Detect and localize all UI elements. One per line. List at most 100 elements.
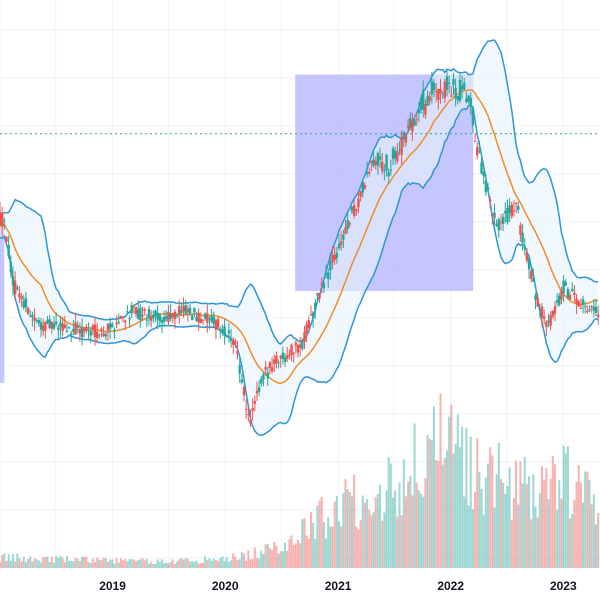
candle-body: [327, 272, 330, 280]
candle-body: [305, 324, 308, 334]
candle-body: [160, 319, 164, 323]
candle-body: [121, 316, 125, 318]
candle-body: [316, 293, 319, 296]
candle-body: [186, 308, 190, 313]
candle-body: [74, 322, 77, 335]
candle-body: [335, 252, 339, 259]
volume-bar: [290, 535, 293, 568]
volume-bar: [325, 538, 328, 568]
volume-bar: [519, 461, 522, 568]
candle-body: [238, 364, 241, 374]
volume-bar: [63, 562, 66, 568]
candle-body: [588, 309, 591, 311]
candle-body: [152, 314, 155, 319]
volume-bar: [517, 504, 520, 568]
volume-bar: [214, 559, 217, 568]
volume-bar: [579, 482, 582, 568]
volume-bar: [154, 564, 157, 568]
volume-bar: [566, 446, 569, 568]
candle-body: [342, 234, 345, 240]
candle-body: [72, 328, 75, 332]
volume-bar: [227, 561, 230, 568]
candle-body: [374, 161, 377, 166]
volume-bar: [452, 453, 455, 568]
volume-bar: [489, 447, 492, 568]
volume-bar: [206, 560, 209, 568]
volume-bar: [556, 510, 559, 568]
candle-body: [294, 342, 298, 346]
candle-body: [87, 329, 90, 331]
volume-bar: [370, 515, 373, 568]
volume-bar: [454, 443, 457, 568]
volume-bar: [204, 556, 207, 568]
candle-body: [376, 153, 380, 166]
volume-bar: [128, 559, 131, 568]
candle-body: [348, 223, 352, 225]
candle-body: [244, 408, 248, 410]
candle-body: [126, 311, 129, 313]
volume-bar: [372, 512, 375, 568]
candle-body: [566, 288, 570, 298]
candle-body: [3, 220, 6, 222]
volume-bar: [55, 555, 58, 568]
candle-body: [255, 390, 259, 394]
volume-bar: [571, 514, 574, 568]
volume-bar: [225, 556, 228, 568]
volume-bar: [402, 458, 405, 568]
volume-bar: [441, 464, 444, 568]
candle-body: [227, 330, 231, 334]
candle-body: [381, 161, 384, 171]
volume-bar: [27, 558, 30, 568]
volume-bar: [74, 557, 77, 568]
volume-bar: [195, 560, 198, 568]
candle-body: [538, 308, 542, 310]
volume-bar: [497, 442, 500, 568]
candle-body: [102, 333, 105, 337]
candle-body: [290, 344, 293, 356]
volume-bar: [532, 474, 535, 568]
candle-body: [439, 88, 442, 94]
candle-body: [530, 270, 533, 279]
volume-bar: [247, 550, 250, 568]
volume-bar: [223, 561, 226, 568]
volume-bar: [212, 558, 215, 568]
candle-body: [63, 324, 66, 329]
candle-body: [346, 219, 349, 229]
volume-bar: [368, 509, 371, 568]
volume-bar: [201, 562, 204, 568]
candle-body: [16, 287, 19, 290]
volume-bar: [50, 556, 53, 568]
volume-bar: [240, 552, 243, 568]
candle-body: [486, 187, 490, 190]
volume-bar: [44, 556, 47, 568]
volume-bar: [268, 548, 271, 568]
volume-bar: [474, 491, 477, 568]
volume-bar: [98, 559, 101, 568]
candle-body: [389, 169, 393, 171]
candle-body: [385, 154, 388, 171]
volume-bar: [415, 482, 418, 568]
volume-bar: [255, 558, 258, 568]
candle-body: [199, 318, 203, 323]
candle-body: [201, 319, 205, 321]
volume-bar: [424, 478, 427, 568]
candle-body: [128, 318, 131, 320]
candle-body: [257, 387, 261, 392]
volume-bar: [163, 563, 166, 568]
volume-bar: [292, 544, 295, 568]
volume-bar: [350, 496, 353, 568]
candle-body: [298, 344, 302, 348]
candle-body: [223, 326, 226, 337]
candle-body: [456, 96, 459, 101]
volume-bar: [506, 485, 509, 568]
volume-bar: [502, 482, 505, 568]
volume-bar: [553, 464, 556, 568]
candle-body: [52, 323, 56, 329]
volume-bar: [271, 549, 274, 568]
candle-body: [586, 311, 589, 313]
volume-bar: [57, 558, 60, 568]
candle-body: [145, 319, 149, 321]
candle-body: [406, 125, 410, 128]
candle-body: [393, 150, 397, 159]
